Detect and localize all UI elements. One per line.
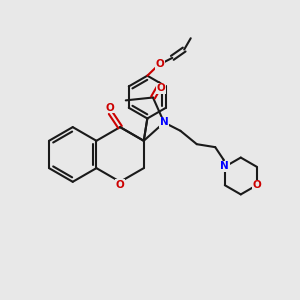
Text: O: O xyxy=(155,59,164,69)
Text: O: O xyxy=(106,103,114,113)
Text: O: O xyxy=(116,180,124,190)
Text: N: N xyxy=(160,118,169,128)
Text: O: O xyxy=(253,180,262,190)
Text: O: O xyxy=(157,83,166,93)
Text: N: N xyxy=(220,161,229,171)
